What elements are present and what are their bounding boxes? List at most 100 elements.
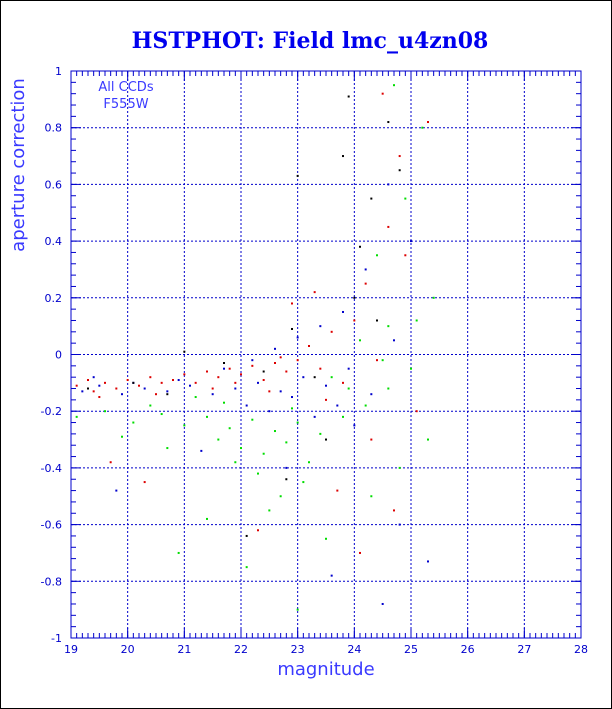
data-point [211, 393, 214, 396]
data-point [398, 523, 401, 526]
x-tick-label: 27 [517, 643, 531, 656]
y-tick-label: -0.8 [41, 575, 62, 588]
data-point [189, 384, 191, 387]
data-point [104, 381, 106, 384]
series-blue [81, 183, 429, 605]
data-point [166, 390, 169, 393]
y-tick-label: -0.6 [41, 519, 62, 532]
data-point [398, 169, 401, 172]
chart-title: HSTPHOT: Field lmc_u4zn08 [132, 28, 489, 54]
data-point [166, 447, 169, 450]
data-point [268, 509, 271, 512]
data-point [387, 121, 390, 124]
data-point [279, 390, 282, 393]
data-point [330, 574, 333, 577]
data-point [353, 424, 356, 427]
data-point [330, 330, 333, 333]
data-point [87, 379, 89, 382]
data-point [359, 245, 361, 248]
data-point [274, 362, 276, 365]
data-point [296, 608, 299, 611]
data-point [387, 225, 390, 228]
data-point [325, 398, 327, 401]
data-point [257, 472, 259, 475]
data-point [183, 424, 186, 427]
data-point [75, 415, 78, 418]
data-point [427, 560, 429, 563]
data-point [296, 336, 299, 339]
data-point [291, 302, 293, 305]
data-point [132, 381, 135, 384]
data-point [325, 537, 327, 540]
axes [70, 70, 582, 639]
annotation-ccds: All CCDs [98, 80, 153, 95]
data-point [223, 367, 225, 370]
series-red [75, 92, 429, 554]
data-point [274, 347, 276, 350]
data-point [234, 381, 237, 384]
data-point [262, 379, 265, 382]
data-point [313, 415, 316, 418]
y-axis-label: aperture correction [8, 78, 29, 252]
data-point [160, 413, 163, 416]
data-point [245, 534, 248, 537]
data-point [313, 376, 316, 379]
data-point [245, 566, 248, 569]
data-point [223, 362, 225, 365]
data-point [319, 432, 322, 435]
series-black [87, 95, 401, 537]
data-point [342, 155, 344, 158]
data-point [370, 438, 373, 441]
data-point [274, 430, 276, 433]
data-point [268, 410, 271, 413]
data-point [285, 478, 288, 481]
data-point [325, 438, 327, 441]
data-point [257, 381, 259, 384]
data-point [268, 390, 271, 393]
x-tick-label: 21 [177, 643, 191, 656]
data-point [240, 447, 242, 450]
data-point [285, 441, 288, 444]
data-point [143, 481, 146, 484]
data-point [92, 376, 95, 379]
data-point [98, 396, 101, 399]
data-point [149, 404, 152, 407]
y-tick-label: -1 [51, 632, 62, 645]
data-point [342, 381, 344, 384]
y-tick-label: 0.8 [45, 122, 63, 135]
data-point [427, 438, 429, 441]
data-point [206, 517, 208, 520]
data-point [240, 373, 242, 376]
data-point [302, 481, 305, 484]
data-point [319, 325, 322, 328]
x-tick-label: 20 [121, 643, 135, 656]
x-tick-label: 23 [291, 643, 305, 656]
data-point [115, 489, 118, 492]
data-point [427, 121, 429, 124]
data-point [381, 602, 384, 605]
data-point [364, 282, 367, 285]
data-point [160, 381, 163, 384]
y-tick-label: -0.4 [41, 462, 62, 475]
data-point [75, 384, 78, 387]
data-point [415, 410, 418, 413]
data-point [398, 466, 401, 469]
data-point [98, 384, 101, 387]
data-point [211, 387, 214, 390]
x-tick-label: 26 [461, 643, 475, 656]
data-point [353, 319, 356, 322]
data-point [364, 268, 367, 271]
data-point [381, 359, 384, 362]
y-tick-label: 0 [55, 349, 62, 362]
data-point [370, 197, 373, 200]
x-tick-label: 24 [347, 643, 361, 656]
data-point [376, 319, 378, 322]
x-axis-label: magnitude [277, 659, 374, 680]
tick-labels: 19 20 21 22 23 24 25 26 27 28 -1 -0.8 -0.6 -0.4 -0.2 0 0… [41, 65, 588, 656]
data-point [404, 254, 407, 257]
data-point [381, 92, 384, 95]
data-point [353, 296, 356, 299]
y-tick-label: 0.4 [45, 235, 63, 248]
data-point [109, 461, 112, 464]
data-point [228, 367, 231, 370]
